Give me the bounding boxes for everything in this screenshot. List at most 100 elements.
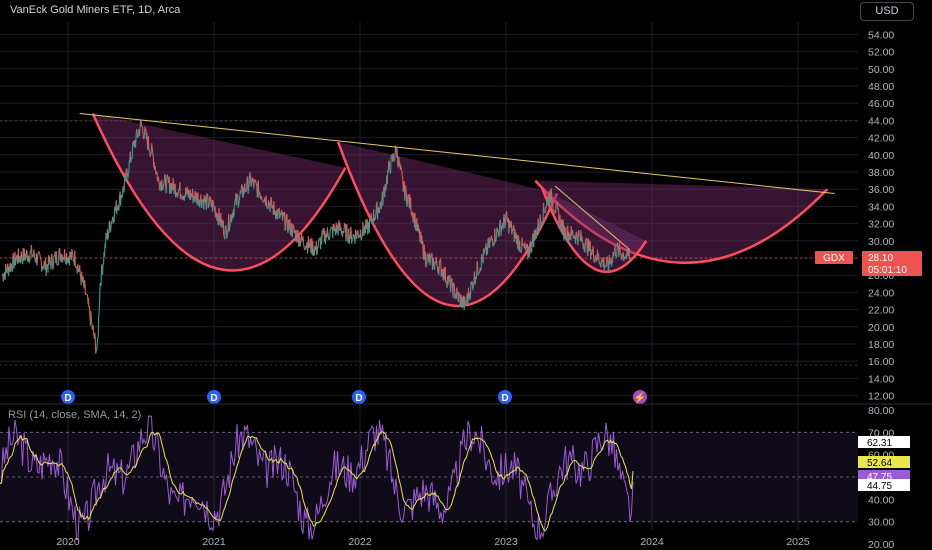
price-segment xyxy=(613,250,616,253)
price-segment xyxy=(41,266,43,272)
price-segment xyxy=(502,218,505,230)
price-segment xyxy=(358,237,360,239)
price-segment xyxy=(60,258,63,263)
price-segment xyxy=(534,229,537,232)
price-segment xyxy=(152,152,154,157)
price-segment xyxy=(208,205,210,208)
price-segment xyxy=(389,171,392,174)
price-segment xyxy=(289,233,292,236)
price-segment xyxy=(259,192,261,195)
price-segment xyxy=(114,208,117,212)
grid xyxy=(0,22,858,530)
price-segment xyxy=(160,181,162,183)
currency-button[interactable]: USD xyxy=(860,2,914,21)
price-segment xyxy=(428,252,431,256)
price-segment xyxy=(431,257,434,270)
price-segment xyxy=(38,252,41,255)
price-segment xyxy=(250,184,253,187)
price-segment xyxy=(275,209,278,219)
price-segment xyxy=(456,291,459,294)
price-segment xyxy=(400,165,402,170)
price-segment xyxy=(125,168,128,170)
price-segment xyxy=(249,172,252,176)
event-marker-label: D xyxy=(210,393,217,404)
price-segment xyxy=(163,179,165,184)
price-segment xyxy=(301,233,303,241)
price-segment xyxy=(365,219,368,229)
price-segment xyxy=(285,213,288,220)
price-segment xyxy=(96,343,98,351)
price-segment xyxy=(261,198,263,200)
price-segment xyxy=(331,226,333,229)
price-segment xyxy=(453,286,456,300)
price-segment xyxy=(512,226,514,229)
price-segment xyxy=(241,185,244,198)
time-tick-label: 2025 xyxy=(786,536,810,548)
price-segment xyxy=(108,220,111,226)
price-segment xyxy=(317,239,320,248)
price-segment xyxy=(329,228,332,230)
cup-arc-2 xyxy=(534,179,829,264)
price-scale[interactable]: 54.00 52.00 50.00 48.00 46.00 44.00 42.00 40.00… xyxy=(868,29,894,402)
price-segment xyxy=(63,258,65,260)
price-segment xyxy=(228,214,230,232)
price-segment xyxy=(138,129,141,137)
price-segment xyxy=(308,246,310,249)
price-segment xyxy=(241,184,243,186)
price-segment xyxy=(592,245,595,258)
time-scale[interactable]: 2020 2021 2022 2023 2024 2025 xyxy=(56,536,810,548)
price-segment xyxy=(37,252,39,255)
price-segment xyxy=(158,180,161,189)
price-segment xyxy=(127,173,130,175)
price-segment xyxy=(388,160,391,168)
price-segment xyxy=(308,242,311,248)
price-segment xyxy=(199,199,201,208)
price-segment xyxy=(13,261,16,269)
price-segment xyxy=(324,237,327,245)
price-tick-label: 12.00 xyxy=(868,391,894,403)
price-segment xyxy=(352,233,355,236)
price-segment xyxy=(371,218,374,224)
price-segment xyxy=(83,280,86,284)
rsi-tag-1 xyxy=(858,456,910,468)
event-markers[interactable]: D D D D ⚡ xyxy=(61,390,647,404)
cup-and-handle-drawings[interactable] xyxy=(91,113,829,308)
price-segment xyxy=(165,177,168,193)
price-segment xyxy=(562,219,564,223)
price-segment xyxy=(172,178,175,186)
price-segment xyxy=(581,241,584,245)
price-segment xyxy=(148,150,151,153)
price-segment xyxy=(498,223,501,236)
price-segment xyxy=(424,251,427,266)
resistance-trendline[interactable] xyxy=(79,113,835,194)
price-segment xyxy=(545,199,548,208)
price-series[interactable] xyxy=(1,119,631,354)
rsi-tag-3 xyxy=(858,479,910,491)
price-segment xyxy=(36,254,39,264)
rsi-pane[interactable] xyxy=(0,415,858,541)
rsi-tag-text-0: 62.31 xyxy=(867,438,892,449)
price-segment xyxy=(319,237,321,240)
price-segment xyxy=(473,271,476,281)
price-segment xyxy=(98,300,101,314)
price-segment xyxy=(302,244,305,247)
price-tick-label: 52.00 xyxy=(868,47,894,59)
price-segment xyxy=(306,249,309,254)
price-segment xyxy=(27,259,29,262)
price-segment xyxy=(584,245,586,253)
price-segment xyxy=(298,243,300,247)
price-segment xyxy=(328,236,331,240)
price-segment xyxy=(196,198,199,205)
price-segment xyxy=(292,224,295,227)
price-segment xyxy=(23,248,26,257)
price-segment xyxy=(292,223,294,226)
price-tick-label: 24.00 xyxy=(868,287,894,299)
price-segment xyxy=(79,265,81,274)
price-segment xyxy=(252,177,254,183)
price-segment xyxy=(112,216,114,219)
price-segment xyxy=(416,226,419,232)
price-segment xyxy=(361,234,363,237)
price-segment xyxy=(429,254,432,266)
price-segment xyxy=(401,175,404,180)
